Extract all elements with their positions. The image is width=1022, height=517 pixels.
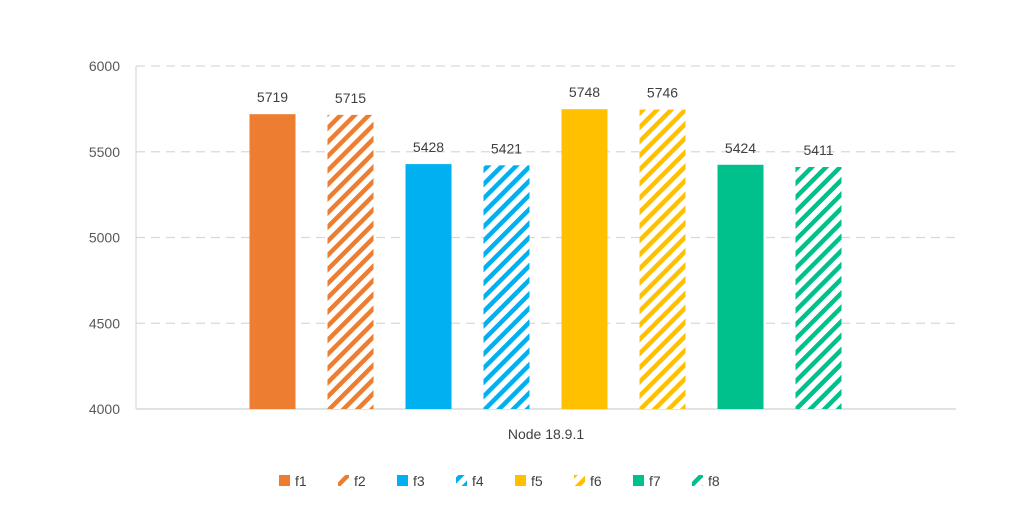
legend: f1 f2 f3 f4 f5 f6 f7 f8: [279, 473, 720, 489]
legend-swatch-f6: [574, 475, 585, 486]
bar-f7: [717, 164, 764, 409]
bar-f1: [249, 114, 296, 409]
x-category-label: Node 18.9.1: [508, 426, 584, 442]
bar-f2: [327, 114, 374, 409]
data-label-f4: 5421: [491, 140, 522, 156]
data-label-f2: 5715: [335, 90, 366, 106]
bar-f8: [795, 167, 842, 409]
y-tick-label: 4000: [89, 401, 120, 417]
bar-f6: [639, 109, 686, 409]
legend-swatch-f2: [338, 475, 349, 486]
bar-f4: [483, 165, 530, 409]
y-tick-label: 6000: [89, 58, 120, 74]
legend-swatch-f1: [279, 475, 290, 486]
legend-label-f6: f6: [590, 473, 602, 489]
legend-label-f7: f7: [649, 473, 661, 489]
legend-label-f3: f3: [413, 473, 425, 489]
data-label-f8: 5411: [803, 142, 833, 158]
legend-item-f5: f5: [515, 473, 543, 489]
bar-f3: [405, 164, 452, 409]
data-label-f3: 5428: [413, 139, 444, 155]
data-label-f7: 5424: [725, 140, 756, 156]
legend-swatch-f8: [692, 475, 703, 486]
legend-label-f5: f5: [531, 473, 543, 489]
legend-item-f7: f7: [633, 473, 661, 489]
legend-swatch-f4: [456, 475, 467, 486]
data-labels: 5719 5715 5428 5421 5748 5746 5424 5411: [257, 84, 834, 158]
data-label-f1: 5719: [257, 89, 288, 105]
bar-f5: [561, 109, 608, 409]
data-label-f6: 5746: [647, 85, 678, 101]
legend-swatch-f3: [397, 475, 408, 486]
legend-label-f4: f4: [472, 473, 484, 489]
y-tick-label: 5500: [89, 144, 120, 160]
legend-item-f8: f8: [692, 473, 720, 489]
legend-swatch-f7: [633, 475, 644, 486]
legend-label-f1: f1: [295, 473, 307, 489]
legend-item-f1: f1: [279, 473, 307, 489]
data-label-f5: 5748: [569, 84, 600, 100]
legend-swatch-f5: [515, 475, 526, 486]
bars: [249, 109, 842, 409]
legend-item-f6: f6: [574, 473, 602, 489]
y-tick-label: 5000: [89, 230, 120, 246]
legend-item-f4: f4: [456, 473, 484, 489]
legend-label-f8: f8: [708, 473, 720, 489]
legend-item-f2: f2: [338, 473, 366, 489]
y-tick-label: 4500: [89, 315, 120, 331]
legend-label-f2: f2: [354, 473, 366, 489]
legend-item-f3: f3: [397, 473, 425, 489]
